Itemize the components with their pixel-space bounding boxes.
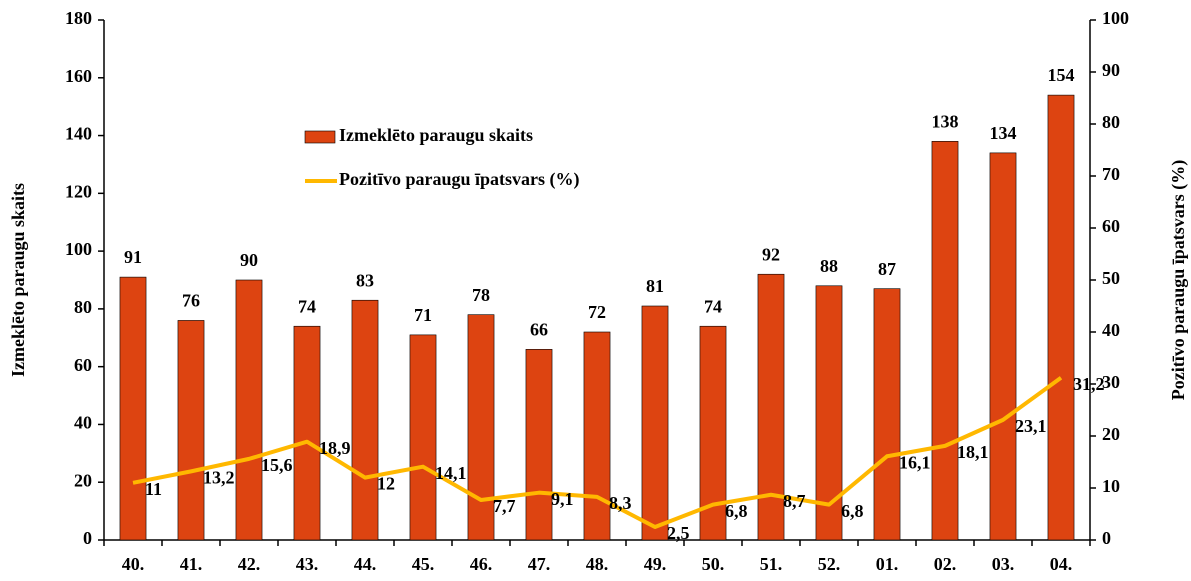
bar-value-label: 74 [298, 296, 316, 316]
y2-tick-label: 30 [1102, 372, 1120, 392]
y2-tick-label: 100 [1102, 8, 1129, 28]
legend-label: Pozitīvo paraugu īpatsvars (%) [339, 169, 580, 190]
line-value-label: 15,6 [261, 455, 293, 475]
y-tick-label: 60 [74, 355, 92, 375]
legend-swatch [304, 130, 336, 144]
line-value-label: 6,8 [841, 501, 864, 521]
y2-tick-label: 90 [1102, 60, 1120, 80]
bar [931, 141, 959, 541]
bar [467, 314, 495, 541]
y2-tick-label: 70 [1102, 164, 1120, 184]
x-tick-label: 48. [586, 554, 609, 574]
line-value-label: 7,7 [493, 496, 516, 516]
y-tick-label: 120 [65, 181, 92, 201]
line [132, 376, 1063, 529]
bar [351, 299, 379, 541]
bar [989, 152, 1017, 541]
line-value-label: 8,3 [609, 493, 632, 513]
line-value-label: 16,1 [899, 452, 931, 472]
line-value-label: 31,2 [1073, 374, 1105, 394]
x-tick-label: 51. [760, 554, 783, 574]
y2-tick-label: 60 [1102, 216, 1120, 236]
line-value-label: 11 [145, 479, 162, 499]
y2-tick-label: 50 [1102, 268, 1120, 288]
y-tick-label: 100 [65, 239, 92, 259]
y2-tick-label: 40 [1102, 320, 1120, 340]
bar [409, 334, 437, 541]
line-value-label: 2,5 [667, 523, 690, 543]
bar-value-label: 74 [704, 296, 722, 316]
y-tick-label: 180 [65, 8, 92, 28]
x-tick-label: 44. [354, 554, 377, 574]
bar-value-label: 154 [1048, 65, 1075, 85]
line-value-label: 14,1 [435, 463, 467, 483]
line-value-label: 13,2 [203, 467, 235, 487]
bar-value-label: 134 [990, 123, 1017, 143]
bar [583, 331, 611, 541]
line-value-label: 6,8 [725, 501, 748, 521]
bar-value-label: 66 [530, 319, 548, 339]
y2-tick-label: 10 [1102, 476, 1120, 496]
line-value-label: 18,1 [957, 442, 989, 462]
legend-label: Izmeklēto paraugu skaits [339, 125, 533, 145]
x-tick-label: 01. [876, 554, 899, 574]
x-tick-label: 46. [470, 554, 493, 574]
bar-value-label: 87 [878, 259, 896, 279]
x-tick-label: 49. [644, 554, 667, 574]
bar-value-label: 72 [588, 302, 606, 322]
bar [235, 279, 263, 541]
bar [525, 349, 553, 541]
bar [293, 325, 321, 541]
line-value-label: 12 [377, 474, 395, 494]
x-tick-label: 04. [1050, 554, 1073, 574]
x-tick-label: 45. [412, 554, 435, 574]
x-tick-label: 52. [818, 554, 841, 574]
y-tick-label: 0 [83, 528, 92, 548]
y-tick-label: 80 [74, 297, 92, 317]
bar-value-label: 88 [820, 256, 838, 276]
bar-value-label: 92 [762, 244, 780, 264]
bar-value-label: 81 [646, 276, 664, 296]
y-tick-label: 160 [65, 66, 92, 86]
x-tick-label: 40. [122, 554, 145, 574]
x-tick-label: 03. [992, 554, 1015, 574]
bar [1047, 94, 1075, 541]
x-tick-label: 41. [180, 554, 203, 574]
line-value-label: 9,1 [551, 489, 574, 509]
x-tick-label: 02. [934, 554, 957, 574]
bar-value-label: 138 [932, 111, 959, 131]
y2-tick-label: 20 [1102, 424, 1120, 444]
bar [757, 273, 785, 541]
bar-value-label: 78 [472, 285, 490, 305]
y2-axis-title: Pozitīvo paraugu īpatsvars (%) [1168, 160, 1189, 401]
bar-value-label: 71 [414, 305, 432, 325]
x-tick-label: 43. [296, 554, 319, 574]
bar [177, 320, 205, 541]
x-tick-label: 50. [702, 554, 725, 574]
bar [873, 288, 901, 541]
x-tick-label: 42. [238, 554, 261, 574]
bar-value-label: 76 [182, 291, 200, 311]
bar-value-label: 91 [124, 247, 142, 267]
line-value-label: 18,9 [319, 438, 351, 458]
y2-tick-label: 80 [1102, 112, 1120, 132]
line-value-label: 8,7 [783, 491, 806, 511]
y-tick-label: 140 [65, 124, 92, 144]
line-value-label: 23,1 [1015, 416, 1047, 436]
y-tick-label: 20 [74, 470, 92, 490]
bar-value-label: 90 [240, 250, 258, 270]
y-tick-label: 40 [74, 413, 92, 433]
bar [119, 276, 147, 541]
bar [641, 305, 669, 541]
x-tick-label: 47. [528, 554, 551, 574]
bar-value-label: 83 [356, 270, 374, 290]
y-axis-title: Izmeklēto paraugu skaits [8, 183, 28, 377]
y2-tick-label: 0 [1102, 528, 1111, 548]
